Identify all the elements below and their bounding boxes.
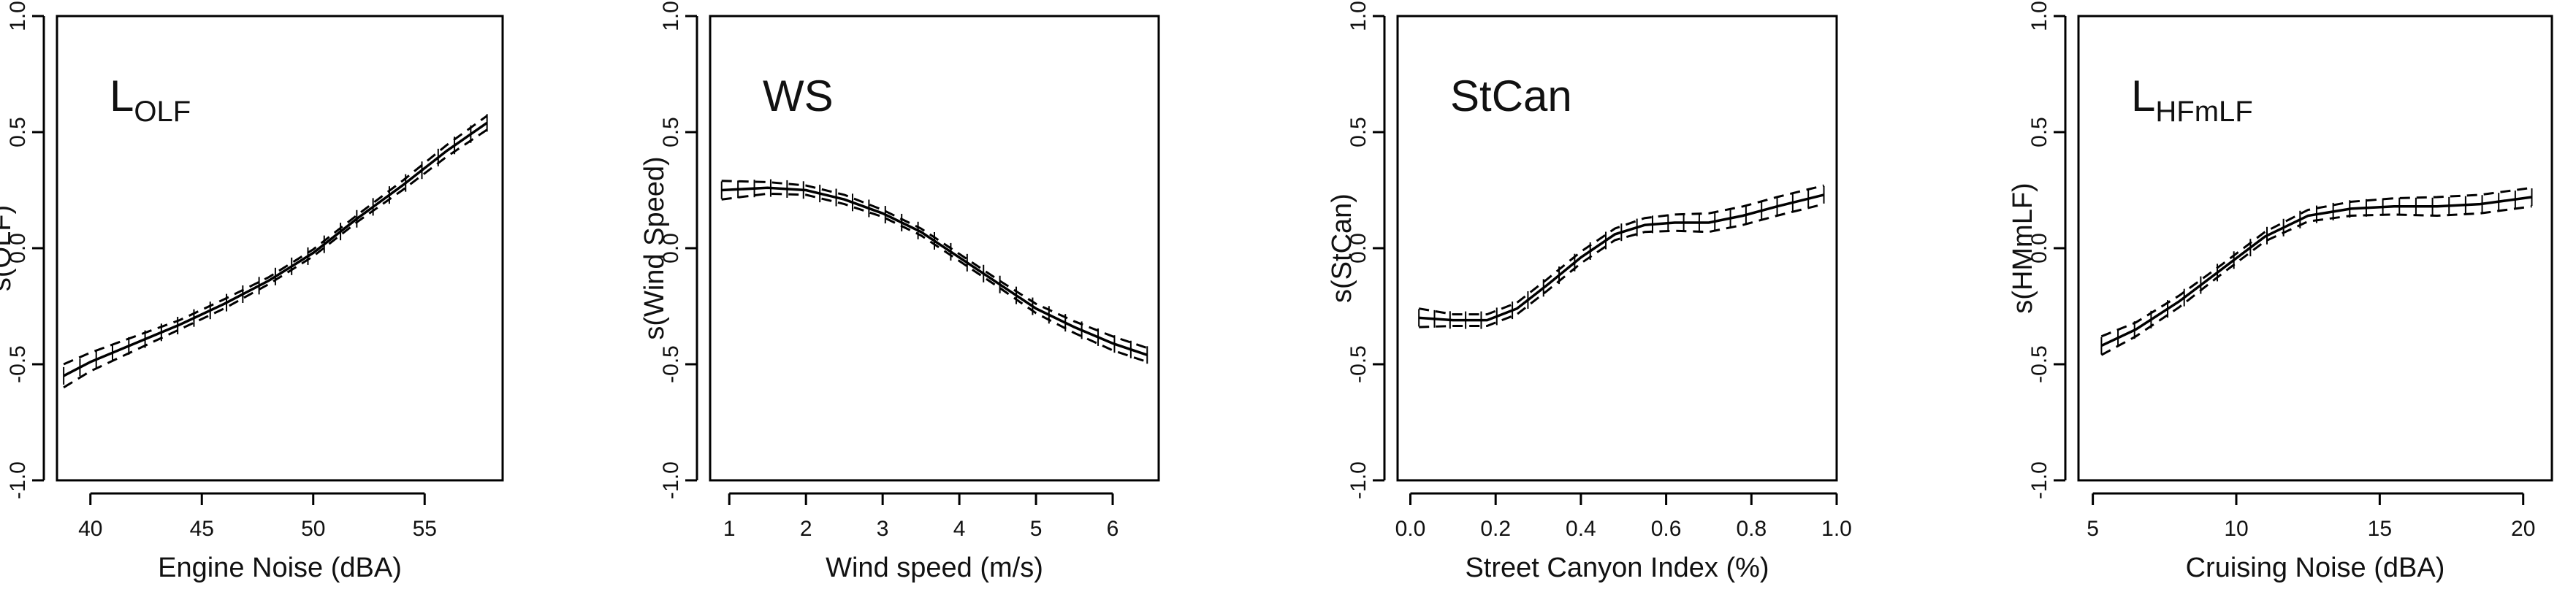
- x-tick-label: 40: [78, 517, 102, 541]
- confidence-band-lower: [2100, 205, 2532, 356]
- y-tick-label: -0.5: [1346, 345, 1371, 383]
- confidence-band-upper: [721, 180, 1148, 350]
- confidence-band-lower: [721, 192, 1148, 364]
- smooth-fit-line: [1419, 193, 1824, 322]
- plot-frame: [1396, 15, 1838, 482]
- x-tick-label: 10: [2224, 517, 2248, 541]
- x-tick-label: 1.0: [1821, 517, 1852, 541]
- panel-ws: 1 2 3 4 5 6 -1.0 -0.5 0.0 0.5 1.0 Wind speed (m/s) s…: [639, 1, 1160, 583]
- confidence-band-lower: [1419, 203, 1824, 328]
- y-tick-label: 0.5: [2027, 117, 2051, 147]
- smooth-fit-line: [721, 186, 1148, 356]
- y-axis-title: s(Wind Speed): [639, 156, 670, 339]
- y-tick-label: -1.0: [659, 461, 683, 499]
- panel-label: LOLF: [110, 72, 191, 128]
- x-tick-label: 5: [2087, 517, 2099, 541]
- x-tick-label: 6: [1107, 517, 1119, 541]
- x-tick-label: 45: [190, 517, 214, 541]
- x-tick-label: 3: [877, 517, 889, 541]
- y-tick-label: 0.0: [2027, 233, 2051, 264]
- smooth-fit-line: [63, 121, 488, 377]
- panel-label-main: StCan: [1450, 72, 1572, 120]
- y-tick-label: 0.0: [1346, 233, 1371, 264]
- x-tick-label: 0.2: [1480, 517, 1511, 541]
- x-axis-title: Cruising Noise (dBA): [2186, 553, 2445, 583]
- y-tick-label: -1.0: [2027, 461, 2051, 499]
- panel-label-main: L: [110, 72, 134, 120]
- y-tick-label: 0.5: [659, 117, 683, 147]
- x-tick-label: 0.4: [1566, 517, 1596, 541]
- y-tick-label: -0.5: [6, 345, 30, 383]
- y-tick-label: -1.0: [1346, 461, 1371, 499]
- x-tick-label: 50: [301, 517, 325, 541]
- x-tick-label: 0.0: [1395, 517, 1426, 541]
- x-tick-label: 5: [1030, 517, 1043, 541]
- x-tick-label: 0.6: [1651, 517, 1682, 541]
- panel-label: WS: [763, 72, 834, 120]
- y-tick-label: -0.5: [2027, 345, 2051, 383]
- x-axis-title: Street Canyon Index (%): [1465, 553, 1769, 583]
- smooth-fit-line: [2100, 196, 2532, 347]
- y-axis-title: s(StCan): [1327, 193, 1357, 303]
- y-tick-label: 1.0: [2027, 1, 2051, 31]
- panel-l-hfmlf: 5 10 15 20 -1.0 -0.5 0.0 0.5 1.0 Cruising Noise (…: [2008, 1, 2553, 583]
- panel-l-olf: 40 45 50 55 -1.0 -0.5 0.0 0.5 1.0 Engine Noise (d…: [0, 1, 504, 583]
- panel-label-subscript: OLF: [134, 96, 191, 128]
- plot-frame: [56, 15, 504, 482]
- x-tick-label: 20: [2511, 517, 2535, 541]
- panel-label-main: WS: [763, 72, 834, 120]
- y-tick-label: -0.5: [659, 345, 683, 383]
- y-axis-title: s(HMmLF): [2008, 182, 2038, 313]
- x-tick-label: 2: [800, 517, 812, 541]
- panel-label: LHFmLF: [2131, 72, 2253, 128]
- confidence-band-lower: [63, 128, 488, 389]
- y-tick-label: 0.5: [1346, 117, 1371, 147]
- y-tick-label: 1.0: [659, 1, 683, 31]
- y-tick-label: 0.5: [6, 117, 30, 147]
- x-tick-label: 4: [953, 517, 966, 541]
- x-tick-label: 0.8: [1736, 517, 1767, 541]
- y-tick-label: -1.0: [6, 461, 30, 499]
- panel-label: StCan: [1450, 72, 1572, 120]
- y-tick-label: 1.0: [1346, 1, 1371, 31]
- y-axis-title: s(OLF): [0, 205, 17, 291]
- plot-frame: [2077, 15, 2553, 482]
- y-tick-label: 0.0: [6, 233, 30, 264]
- x-tick-label: 55: [413, 517, 437, 541]
- x-axis-title: Engine Noise (dBA): [158, 553, 402, 583]
- y-tick-label: 0.0: [659, 233, 683, 264]
- x-axis-title: Wind speed (m/s): [826, 553, 1043, 583]
- panel-label-subscript: HFmLF: [2155, 96, 2252, 128]
- x-tick-label: 1: [723, 517, 736, 541]
- y-tick-label: 1.0: [6, 1, 30, 31]
- confidence-band-upper: [63, 115, 488, 366]
- x-tick-label: 15: [2368, 517, 2392, 541]
- confidence-band-upper: [1418, 184, 1824, 316]
- panel-stcan: 0.0 0.2 0.4 0.6 0.8 1.0 -1.0 -0.5 0.0 0.5 1.0 Stree…: [1327, 1, 1852, 583]
- plot-frame: [709, 15, 1160, 482]
- confidence-band-upper: [2100, 186, 2532, 338]
- panel-label-main: L: [2131, 72, 2155, 120]
